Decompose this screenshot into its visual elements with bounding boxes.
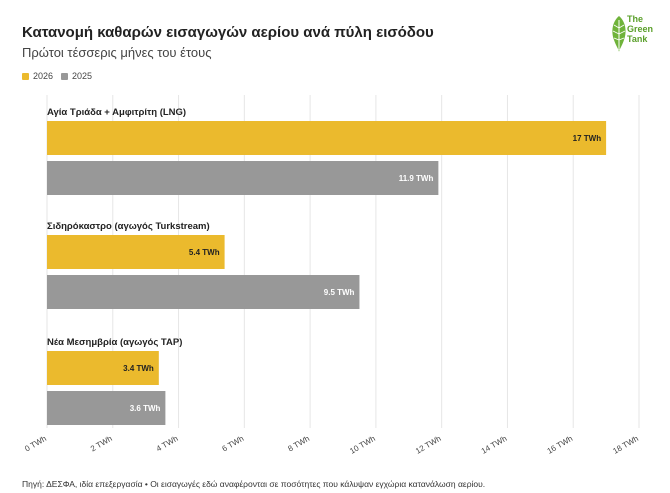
legend-item-2026[interactable]: 2026	[22, 71, 53, 81]
logo-text: The Green Tank	[627, 14, 653, 44]
x-tick-label-6: 12 TWh	[414, 434, 443, 456]
x-tick-label-3: 6 TWh	[221, 434, 246, 454]
legend-label-2026: 2026	[33, 71, 54, 81]
green-tank-logo: The Green Tank	[610, 14, 662, 54]
bar-2025-0	[47, 161, 439, 195]
x-tick-label-7: 14 TWh	[480, 434, 509, 456]
bar-2026-1	[47, 235, 225, 269]
chart-title: Κατανομή καθαρών εισαγωγών αερίου ανά πύ…	[22, 24, 434, 41]
data-label-2026-1: 5.4 TWh	[189, 248, 220, 257]
legend: 2026 2025	[22, 71, 100, 81]
category-label-0: Αγία Τριάδα + Αμφιτρίτη (LNG)	[47, 107, 186, 118]
data-label-2026-0: 17 TWh	[573, 134, 602, 143]
x-tick-label-4: 8 TWh	[286, 434, 311, 454]
data-label-2026-2: 3.4 TWh	[123, 364, 154, 373]
x-tick-label-1: 2 TWh	[89, 434, 114, 454]
legend-swatch-2026	[22, 72, 29, 80]
category-label-2: Νέα Μεσημβρία (αγωγός TAP)	[47, 337, 182, 348]
legend-label-2025: 2025	[72, 71, 93, 81]
category-label-1: Σιδηρόκαστρο (αγωγός Turkstream)	[47, 221, 210, 232]
data-label-2025-0: 11.9 TWh	[399, 174, 434, 183]
x-tick-label-0: 0 TWh	[23, 434, 48, 454]
x-tick-label-8: 16 TWh	[546, 434, 575, 456]
logo-line-2: Green	[627, 24, 654, 34]
bar-2025-2	[47, 391, 166, 425]
legend-swatch-2025	[61, 72, 69, 80]
bar-2025-1	[47, 275, 360, 309]
data-label-2025-1: 9.5 TWh	[324, 288, 355, 297]
logo-line-3: Tank	[627, 34, 648, 44]
bar-2026-0	[47, 121, 607, 155]
x-tick-label-5: 10 TWh	[348, 434, 377, 456]
x-tick-label-2: 4 TWh	[155, 434, 180, 454]
data-label-2025-2: 3.6 TWh	[130, 404, 161, 413]
leaf-icon	[612, 16, 626, 52]
source-footnote: Πηγή: ΔΕΣΦΑ, ιδία επεξεργασία • Οι εισαγ…	[22, 479, 486, 489]
bar-2026-2	[47, 351, 159, 385]
logo-line-1: The	[627, 14, 644, 24]
legend-item-2025[interactable]: 2025	[61, 71, 92, 81]
x-tick-label-9: 18 TWh	[611, 434, 640, 456]
chart-subtitle: Πρώτοι τέσσερις μήνες του έτους	[22, 45, 212, 60]
